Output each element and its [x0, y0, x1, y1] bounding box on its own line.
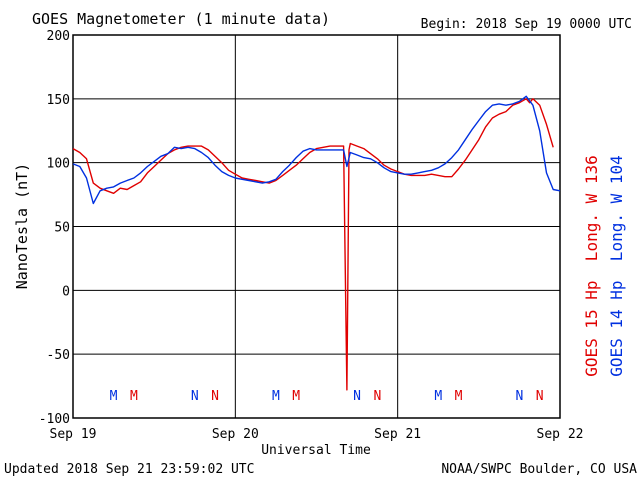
y-axis-label: NanoTesla (nT)	[13, 163, 31, 289]
x-tick-label: Sep 20	[212, 427, 259, 442]
legend-goes15: GOES 15 Hp Long. W 136	[582, 155, 601, 377]
x-axis-label: Universal Time	[261, 443, 371, 458]
y-tick-label: 0	[62, 284, 70, 299]
midnight-marker: M	[130, 389, 138, 404]
y-tick-label: -100	[39, 412, 70, 427]
midnight-marker: M	[110, 389, 118, 404]
y-tick-label: 200	[47, 29, 70, 44]
noon-marker: N	[536, 389, 544, 404]
noon-marker: N	[191, 389, 199, 404]
midnight-marker: M	[292, 389, 300, 404]
y-axis-ticks: -100 -50 0 50 100 150 200	[39, 29, 70, 427]
midnight-marker: M	[434, 389, 442, 404]
y-tick-label: 50	[54, 221, 70, 236]
chart-title: GOES Magnetometer (1 minute data)	[32, 10, 330, 28]
x-tick-label: Sep 22	[537, 427, 584, 442]
grid-lines	[73, 35, 560, 418]
series-line-goes15	[72, 98, 554, 391]
midnight-marker: M	[272, 389, 280, 404]
midnight-marker: M	[455, 389, 463, 404]
x-tick-label: Sep 21	[374, 427, 421, 442]
begin-label: Begin: 2018 Sep 19 0000 UTC	[421, 17, 632, 32]
legend-goes14: GOES 14 Hp Long. W 104	[607, 155, 626, 377]
x-axis-ticks: Sep 19 Sep 20 Sep 21 Sep 22	[50, 427, 584, 442]
y-tick-label: 150	[47, 93, 70, 108]
x-tick-label: Sep 19	[50, 427, 97, 442]
noon-marker: N	[353, 389, 361, 404]
y-tick-label: -50	[47, 348, 70, 363]
noon-marker: N	[211, 389, 219, 404]
noon-marker: N	[373, 389, 381, 404]
credit-label: NOAA/SWPC Boulder, CO USA	[441, 462, 637, 477]
updated-label: Updated 2018 Sep 21 23:59:02 UTC	[4, 462, 254, 477]
series-lines	[72, 95, 561, 391]
y-tick-label: 100	[47, 157, 70, 172]
series-line-goes14	[72, 95, 561, 205]
noon-marker: N	[516, 389, 524, 404]
